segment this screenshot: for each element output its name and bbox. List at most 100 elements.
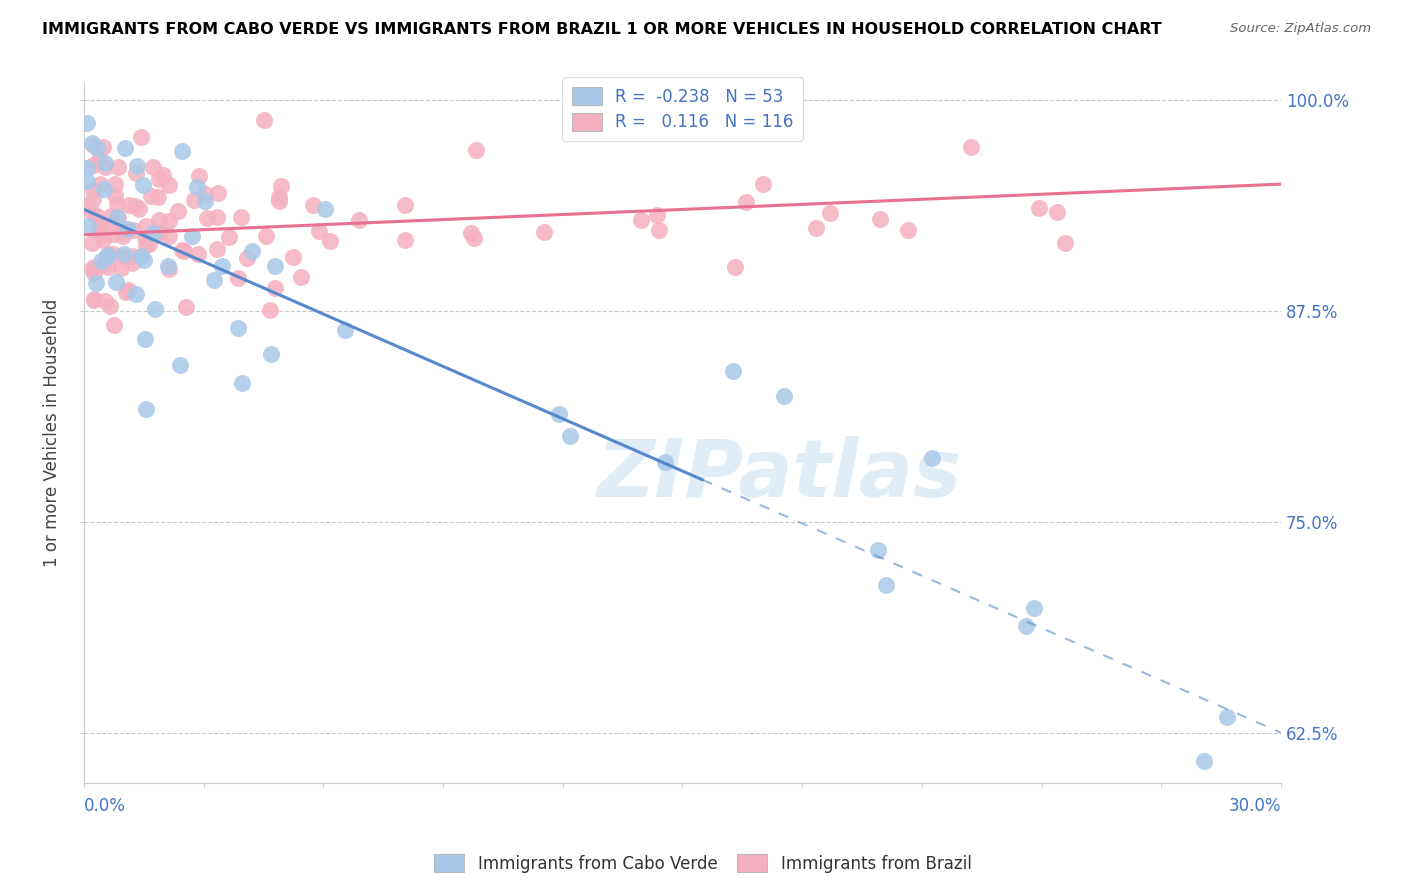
- Point: [460, 226, 482, 240]
- Point: [866, 543, 889, 558]
- Point: [253, 113, 276, 128]
- Point: [82, 192, 104, 206]
- Point: [135, 238, 157, 252]
- Point: [254, 229, 277, 244]
- Point: [654, 455, 676, 469]
- Point: [129, 249, 152, 263]
- Point: [818, 205, 841, 219]
- Point: [533, 225, 555, 239]
- Point: [319, 234, 342, 248]
- Point: [148, 213, 170, 227]
- Point: [645, 208, 668, 222]
- Point: [1053, 235, 1076, 250]
- Point: [630, 213, 652, 227]
- Point: [157, 214, 180, 228]
- Point: [86, 209, 108, 223]
- Point: [267, 194, 290, 208]
- Point: [82, 235, 104, 250]
- Point: [202, 272, 225, 286]
- Point: [187, 247, 209, 261]
- Point: [135, 402, 157, 417]
- Point: [347, 213, 370, 227]
- Point: [112, 228, 135, 243]
- Point: [186, 179, 208, 194]
- Point: [226, 271, 249, 285]
- Point: [218, 230, 240, 244]
- Point: [773, 389, 796, 403]
- Point: [138, 236, 160, 251]
- Point: [394, 233, 416, 247]
- Text: 0.0%: 0.0%: [84, 797, 127, 814]
- Point: [110, 261, 132, 276]
- Point: [181, 229, 204, 244]
- Point: [751, 177, 773, 191]
- Point: [205, 210, 228, 224]
- Text: ZIPatlas: ZIPatlas: [596, 436, 960, 514]
- Point: [82, 157, 104, 171]
- Point: [91, 140, 114, 154]
- Point: [100, 210, 122, 224]
- Point: [105, 210, 128, 224]
- Point: [121, 256, 143, 270]
- Point: [259, 303, 281, 318]
- Point: [724, 260, 747, 275]
- Point: [187, 169, 209, 183]
- Point: [115, 285, 138, 299]
- Point: [117, 222, 139, 236]
- Point: [90, 218, 112, 232]
- Text: 30.0%: 30.0%: [1229, 797, 1281, 814]
- Point: [91, 228, 114, 243]
- Point: [104, 187, 127, 202]
- Point: [94, 293, 117, 308]
- Point: [93, 219, 115, 233]
- Point: [723, 364, 745, 378]
- Point: [105, 275, 128, 289]
- Point: [134, 231, 156, 245]
- Point: [1015, 619, 1038, 633]
- Point: [1022, 600, 1045, 615]
- Point: [264, 259, 287, 273]
- Point: [94, 160, 117, 174]
- Point: [93, 182, 115, 196]
- Point: [134, 332, 156, 346]
- Point: [207, 186, 229, 200]
- Point: [76, 116, 98, 130]
- Point: [87, 153, 110, 168]
- Point: [648, 222, 671, 236]
- Point: [84, 276, 107, 290]
- Point: [159, 178, 181, 192]
- Point: [464, 143, 486, 157]
- Point: [148, 189, 170, 203]
- Point: [259, 347, 281, 361]
- Point: [105, 197, 128, 211]
- Point: [157, 261, 180, 276]
- Point: [229, 210, 252, 224]
- Point: [157, 260, 180, 274]
- Point: [114, 222, 136, 236]
- Point: [149, 226, 172, 240]
- Point: [132, 253, 155, 268]
- Point: [157, 228, 180, 243]
- Point: [103, 247, 125, 261]
- Text: IMMIGRANTS FROM CABO VERDE VS IMMIGRANTS FROM BRAZIL 1 OR MORE VEHICLES IN HOUSE: IMMIGRANTS FROM CABO VERDE VS IMMIGRANTS…: [42, 22, 1161, 37]
- Point: [104, 227, 127, 241]
- Point: [76, 161, 98, 176]
- Point: [87, 222, 110, 236]
- Point: [125, 287, 148, 301]
- Point: [83, 293, 105, 307]
- Point: [114, 250, 136, 264]
- Point: [124, 199, 146, 213]
- Point: [211, 259, 233, 273]
- Point: [90, 254, 112, 268]
- Point: [82, 138, 104, 153]
- Point: [269, 189, 291, 203]
- Text: Source: ZipAtlas.com: Source: ZipAtlas.com: [1230, 22, 1371, 36]
- Point: [194, 194, 217, 209]
- Point: [290, 269, 312, 284]
- Point: [97, 248, 120, 262]
- Point: [125, 166, 148, 180]
- Point: [1046, 205, 1069, 219]
- Point: [869, 211, 891, 226]
- Point: [231, 376, 253, 390]
- Point: [132, 178, 155, 192]
